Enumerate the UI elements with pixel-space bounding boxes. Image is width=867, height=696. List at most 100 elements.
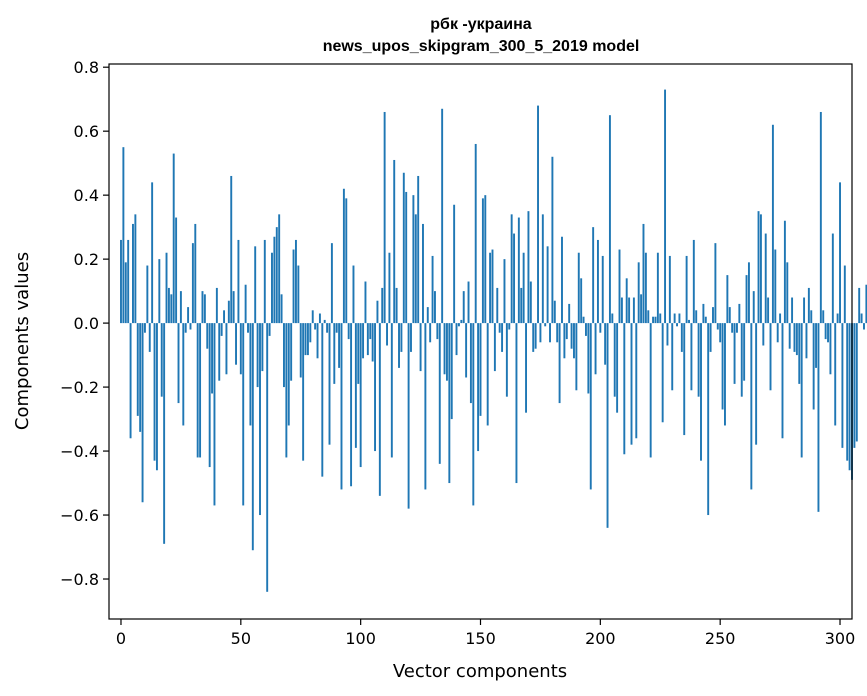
bar	[563, 323, 566, 359]
bar	[690, 323, 693, 391]
bar	[707, 323, 710, 516]
bar	[649, 323, 652, 458]
y-tick-label: −0.4	[60, 442, 99, 461]
bar	[424, 323, 427, 490]
bar	[163, 323, 166, 544]
bar	[333, 323, 336, 384]
bar	[182, 323, 185, 426]
bar	[829, 323, 832, 375]
bar	[776, 323, 779, 343]
bar	[549, 323, 551, 343]
bar	[642, 223, 645, 324]
bar	[208, 323, 211, 468]
bar	[863, 323, 865, 330]
bar	[378, 323, 381, 496]
bar	[640, 294, 643, 324]
bar	[836, 313, 839, 324]
bar	[457, 323, 460, 327]
bar	[652, 316, 655, 324]
bar	[745, 275, 748, 324]
bar	[352, 265, 355, 324]
y-axis-ticks: −0.8 −0.6 −0.4 −0.2 0.0 0.2 0.4 0.6 0.8	[60, 58, 109, 589]
bar-series	[120, 89, 867, 592]
bar	[525, 323, 527, 413]
bar	[604, 323, 607, 365]
bar	[393, 159, 396, 324]
bar	[582, 316, 585, 324]
bar	[383, 111, 386, 324]
bar	[664, 89, 667, 324]
bar	[275, 227, 278, 324]
bar	[752, 291, 755, 324]
bar	[215, 287, 218, 324]
bar	[601, 255, 604, 324]
bar	[846, 323, 849, 461]
bar	[225, 323, 228, 375]
bar	[371, 323, 374, 362]
bar	[153, 323, 156, 461]
bar	[148, 323, 151, 352]
bar	[671, 323, 674, 391]
bar	[263, 239, 266, 324]
bar	[635, 323, 638, 439]
bar	[637, 262, 640, 324]
bar	[764, 233, 767, 324]
bar	[827, 323, 829, 343]
bar	[613, 323, 616, 397]
bar	[244, 284, 247, 324]
bar	[223, 310, 226, 324]
bar	[354, 323, 357, 448]
bar	[323, 319, 326, 324]
bar	[791, 297, 794, 324]
bar	[712, 307, 714, 324]
y-tick-label: 0.6	[74, 122, 99, 141]
bar	[227, 300, 230, 324]
bar	[151, 182, 154, 324]
bar	[203, 294, 206, 324]
bar	[702, 303, 705, 324]
bar	[661, 323, 664, 423]
bar	[450, 323, 453, 420]
x-tick-label: 0	[116, 629, 126, 648]
bar	[793, 323, 796, 352]
bar	[136, 323, 139, 416]
bar	[498, 323, 501, 333]
bar	[242, 323, 245, 506]
bar	[853, 323, 856, 448]
bar	[692, 239, 695, 324]
bar	[680, 323, 683, 352]
bar	[350, 323, 353, 487]
bar	[462, 291, 465, 324]
bar	[719, 323, 722, 343]
bar	[314, 323, 317, 330]
bar	[779, 313, 782, 324]
bar	[410, 323, 412, 352]
bar	[460, 319, 463, 324]
bar	[688, 319, 690, 324]
bar	[736, 323, 738, 333]
bar	[165, 252, 168, 324]
bar	[695, 310, 698, 324]
bar	[676, 323, 678, 327]
bar	[167, 287, 170, 324]
bar	[510, 214, 513, 324]
bar	[489, 252, 492, 324]
bar	[158, 259, 161, 324]
bar	[762, 323, 765, 346]
bar	[819, 111, 822, 324]
bar	[434, 291, 436, 324]
bar	[616, 323, 619, 413]
bar	[187, 307, 190, 324]
bar	[249, 323, 252, 426]
bar	[294, 239, 297, 324]
bar	[738, 303, 741, 324]
bar	[491, 249, 494, 324]
bar	[338, 323, 341, 368]
bar	[503, 259, 506, 324]
bar	[369, 323, 372, 340]
bar	[573, 323, 575, 359]
bar	[448, 323, 451, 484]
bar	[659, 313, 662, 324]
bar	[273, 236, 276, 324]
bar	[479, 323, 482, 416]
